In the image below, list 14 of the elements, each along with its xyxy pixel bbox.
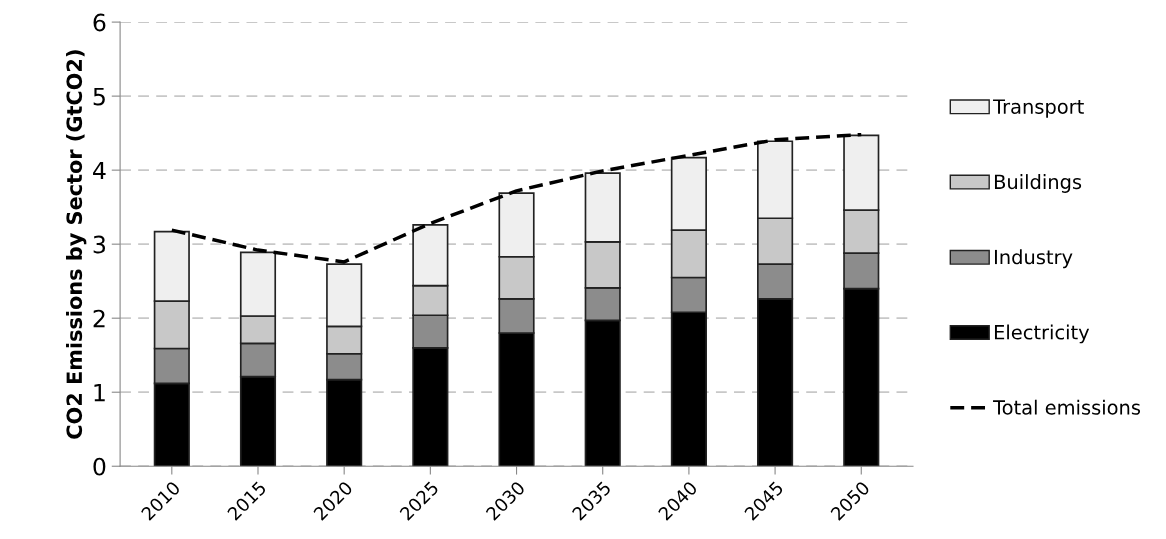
legend-label: Industry — [994, 249, 1073, 269]
y-tick-label: 3 — [93, 235, 106, 254]
legend-label: Electricity — [994, 324, 1090, 344]
y-tick-label: 6 — [93, 13, 106, 32]
y-tick-label: 4 — [93, 161, 106, 180]
legend-label: Transport — [993, 99, 1084, 118]
y-tick-label: 1 — [94, 383, 105, 402]
y-tick-label: 5 — [93, 87, 105, 106]
legend-label: Total emissions — [993, 399, 1141, 415]
y-axis-title: CO2 Emissions by Sector (GtCO2) — [66, 50, 87, 439]
y-tick-label: 0 — [93, 457, 106, 476]
y-tick-label: 2 — [93, 309, 105, 328]
line-series — [170, 132, 864, 264]
legend-label: Buildings — [994, 174, 1082, 193]
